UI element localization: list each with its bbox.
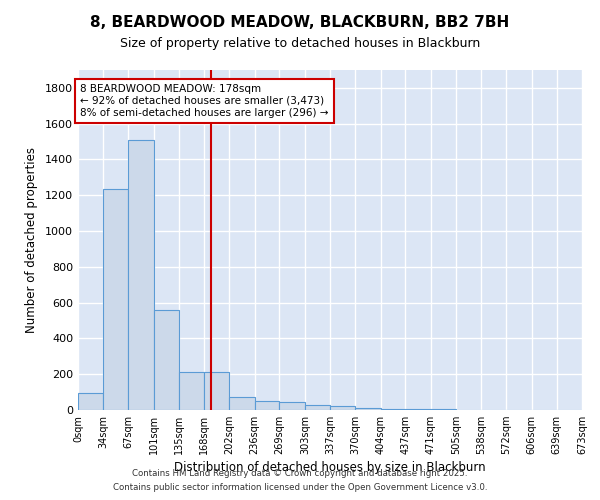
Bar xyxy=(128,140,154,410)
Bar xyxy=(179,372,204,410)
Bar xyxy=(78,393,103,410)
Bar xyxy=(380,408,405,410)
X-axis label: Distribution of detached houses by size in Blackburn: Distribution of detached houses by size … xyxy=(174,462,486,474)
Bar xyxy=(355,408,380,410)
Bar xyxy=(255,401,280,410)
Text: Size of property relative to detached houses in Blackburn: Size of property relative to detached ho… xyxy=(120,38,480,51)
Bar xyxy=(280,402,305,410)
Bar xyxy=(305,404,331,410)
Y-axis label: Number of detached properties: Number of detached properties xyxy=(25,147,38,333)
Bar xyxy=(229,398,255,410)
Text: 8 BEARDWOOD MEADOW: 178sqm
← 92% of detached houses are smaller (3,473)
8% of se: 8 BEARDWOOD MEADOW: 178sqm ← 92% of deta… xyxy=(80,84,329,117)
Text: 8, BEARDWOOD MEADOW, BLACKBURN, BB2 7BH: 8, BEARDWOOD MEADOW, BLACKBURN, BB2 7BH xyxy=(91,15,509,30)
Bar xyxy=(103,189,128,410)
Bar xyxy=(331,406,355,410)
Text: Contains HM Land Registry data © Crown copyright and database right 2025.: Contains HM Land Registry data © Crown c… xyxy=(132,468,468,477)
Bar xyxy=(154,310,179,410)
Bar xyxy=(405,409,431,410)
Bar xyxy=(204,372,229,410)
Text: Contains public sector information licensed under the Open Government Licence v3: Contains public sector information licen… xyxy=(113,484,487,492)
